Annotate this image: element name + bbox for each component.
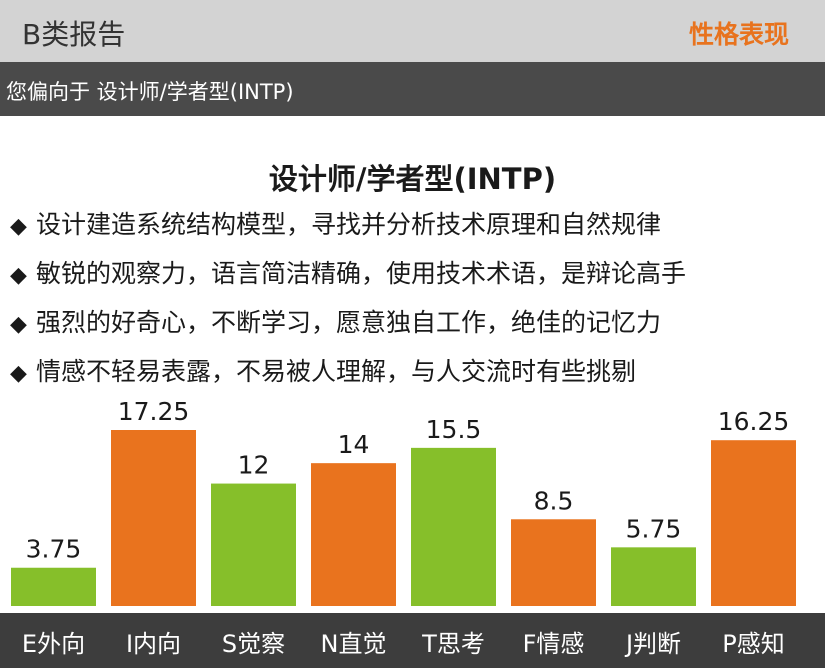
dimension-bar-chart: 3.75 E外向 17.25 I内向 12 S觉察 14 N直觉 15.5 T思考 8.5 F情感 5.… — [11, 397, 796, 658]
bar-value-label: 8.5 — [534, 486, 574, 515]
trait-item: ◆ 强烈的好奇心，不断学习，愿意独自工作，绝佳的记忆力 — [10, 303, 686, 352]
diamond-bullet-icon: ◆ — [10, 312, 27, 337]
bar-value-label: 15.5 — [426, 415, 482, 444]
bar-value-label: 16.25 — [718, 407, 790, 436]
trait-item: ◆ 情感不轻易表露，不易被人理解，与人交流时有些挑剔 — [10, 352, 686, 401]
bar-7 — [711, 440, 796, 606]
trait-text: 情感不轻易表露，不易被人理解，与人交流时有些挑剔 — [36, 357, 637, 386]
top-header-bar: B类报告 性格表现 — [0, 0, 825, 62]
personality-type-title: 设计师/学者型(INTP) — [268, 162, 557, 196]
diamond-bullet-icon: ◆ — [10, 214, 27, 239]
diamond-bullet-icon: ◆ — [10, 263, 27, 288]
trait-text: 敏锐的观察力，语言简洁精确，使用技术术语，是辩论高手 — [36, 259, 687, 288]
bar-3 — [311, 463, 396, 606]
bar-value-label: 14 — [338, 430, 370, 459]
result-banner: 您偏向于 设计师/学者型(INTP) — [0, 62, 825, 116]
bar-6 — [611, 547, 696, 606]
category-label: T思考 — [421, 630, 485, 658]
bar-1 — [111, 430, 196, 606]
report-title: B类报告 — [22, 18, 126, 51]
category-label: F情感 — [523, 630, 585, 658]
category-label: P感知 — [722, 630, 784, 658]
bar-value-label: 12 — [238, 451, 270, 480]
bar-4 — [411, 447, 496, 606]
bar-value-label: 5.75 — [626, 514, 682, 543]
category-label: I内向 — [126, 630, 181, 658]
trait-text: 设计建造系统结构模型，寻找并分析技术原理和自然规律 — [36, 210, 662, 239]
bar-value-label: 17.25 — [118, 397, 190, 426]
trait-item: ◆ 设计建造系统结构模型，寻找并分析技术原理和自然规律 — [10, 205, 686, 254]
diamond-bullet-icon: ◆ — [10, 361, 27, 386]
bar-5 — [511, 519, 596, 606]
category-axis-bar — [0, 613, 825, 668]
bar-2 — [211, 483, 296, 606]
bar-value-label: 3.75 — [26, 535, 82, 564]
category-label: E外向 — [22, 630, 85, 658]
category-label: S觉察 — [222, 630, 285, 658]
category-label: N直觉 — [321, 630, 387, 658]
trait-item: ◆ 敏锐的观察力，语言简洁精确，使用技术术语，是辩论高手 — [10, 254, 686, 303]
trait-text: 强烈的好奇心，不断学习，愿意独自工作，绝佳的记忆力 — [36, 308, 662, 337]
trait-list: ◆ 设计建造系统结构模型，寻找并分析技术原理和自然规律 ◆ 敏锐的观察力，语言简洁精… — [10, 205, 686, 401]
result-subtitle: 您偏向于 设计师/学者型(INTP) — [6, 80, 294, 104]
category-label: J判断 — [624, 630, 681, 658]
section-label: 性格表现 — [688, 20, 789, 49]
bar-0 — [11, 567, 96, 606]
